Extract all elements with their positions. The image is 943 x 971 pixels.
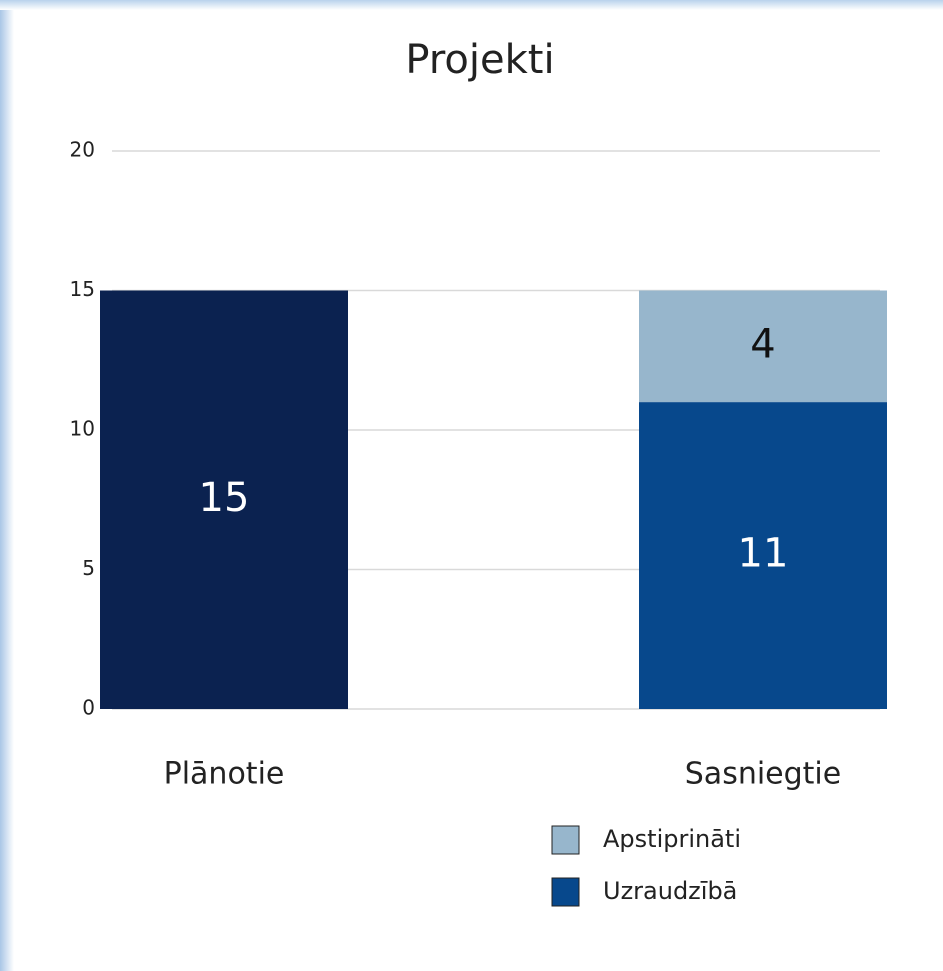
- bar-segment: [639, 402, 887, 709]
- bar-segment: [100, 290, 348, 709]
- data-label: 4: [750, 321, 775, 367]
- y-tick-label: 15: [70, 277, 95, 301]
- x-tick-label: Sasniegtie: [685, 757, 841, 792]
- legend-label: Apstiprināti: [603, 825, 741, 853]
- legend-swatch: [551, 825, 580, 855]
- y-tick-label: 5: [82, 556, 95, 580]
- data-label: 15: [199, 475, 250, 521]
- x-tick-label: Plānotie: [164, 757, 285, 792]
- legend-label: Uzraudzībā: [603, 877, 737, 905]
- y-tick-label: 20: [70, 138, 95, 162]
- chart-title: Projekti: [405, 37, 554, 83]
- legend-swatch: [551, 877, 580, 907]
- frame-edge: [0, 0, 943, 10]
- bar-segment: [639, 290, 887, 403]
- frame-edge: [0, 0, 14, 971]
- y-tick-label: 0: [82, 696, 95, 720]
- data-label: 11: [738, 531, 789, 577]
- y-tick-label: 10: [70, 417, 95, 441]
